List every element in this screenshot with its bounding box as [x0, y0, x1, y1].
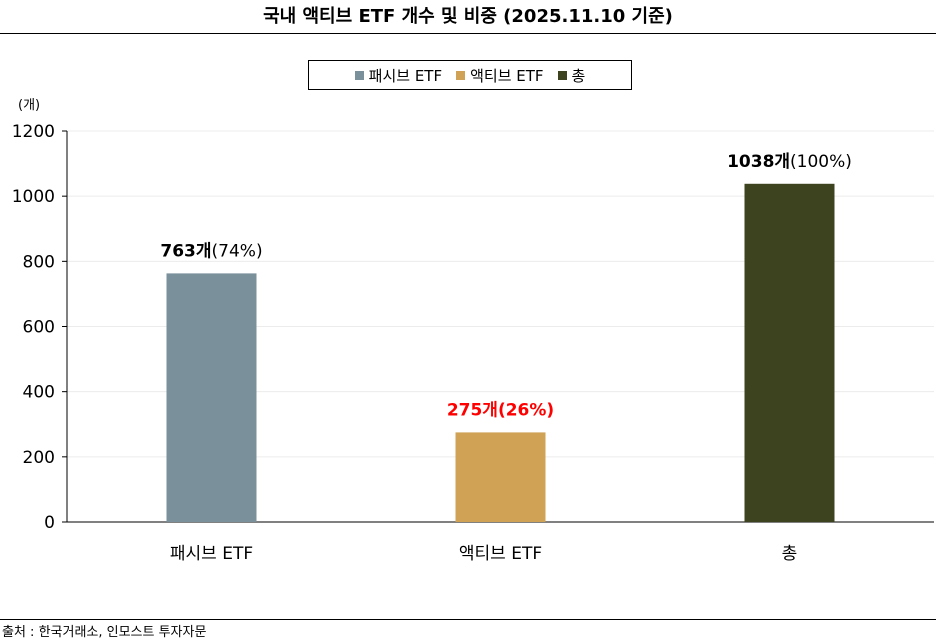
data-label-percent: (74%) [212, 241, 263, 261]
y-unit-label: (개) [18, 98, 41, 113]
top-rule [0, 33, 936, 34]
bar-2 [455, 432, 546, 522]
y-tick-label: 1200 [12, 122, 55, 142]
y-tick-label: 800 [23, 252, 55, 272]
legend-label-active: 액티브 ETF [470, 66, 544, 85]
chart-title: 국내 액티브 ETF 개수 및 비중 (2025.11.10 기준) [263, 6, 673, 27]
data-label: 763개(74%) [160, 241, 262, 261]
x-tick-label: 패시브 ETF [170, 544, 253, 564]
data-label-count: 763개 [160, 241, 211, 261]
y-tick-label: 0 [44, 513, 55, 533]
legend-swatch-passive [354, 70, 364, 80]
y-tick-label: 200 [23, 448, 55, 468]
data-label: 275개(26%) [447, 400, 554, 420]
x-tick-label: 총 [782, 544, 798, 564]
bar-3 [744, 183, 835, 522]
legend-item-passive: 패시브 ETF [354, 65, 443, 86]
legend-item-active: 액티브 ETF [456, 65, 544, 86]
y-tick-label: 1000 [12, 187, 55, 207]
source-note: 출처 : 한국거래소, 인모스트 투자자문 [2, 625, 207, 640]
legend-label-passive: 패시브 ETF [368, 66, 443, 85]
legend-swatch-active [456, 70, 466, 80]
data-label-percent: (100%) [790, 152, 852, 172]
legend: 패시브 ETF 액티브 ETF 총 [308, 60, 632, 90]
bottom-rule [0, 619, 936, 620]
legend-label-total: 총 [571, 66, 586, 85]
data-label: 1038개(100%) [727, 152, 852, 172]
legend-swatch-total [557, 70, 567, 80]
y-tick-label: 400 [23, 383, 55, 403]
y-tick-label: 600 [23, 318, 55, 338]
x-tick-label: 액티브 ETF [459, 544, 542, 564]
bar-1 [166, 273, 257, 522]
data-label-percent: (26%) [498, 400, 554, 420]
data-label-count: 275개 [447, 400, 498, 420]
data-label-count: 1038개 [727, 152, 790, 172]
legend-item-total: 총 [557, 65, 586, 86]
